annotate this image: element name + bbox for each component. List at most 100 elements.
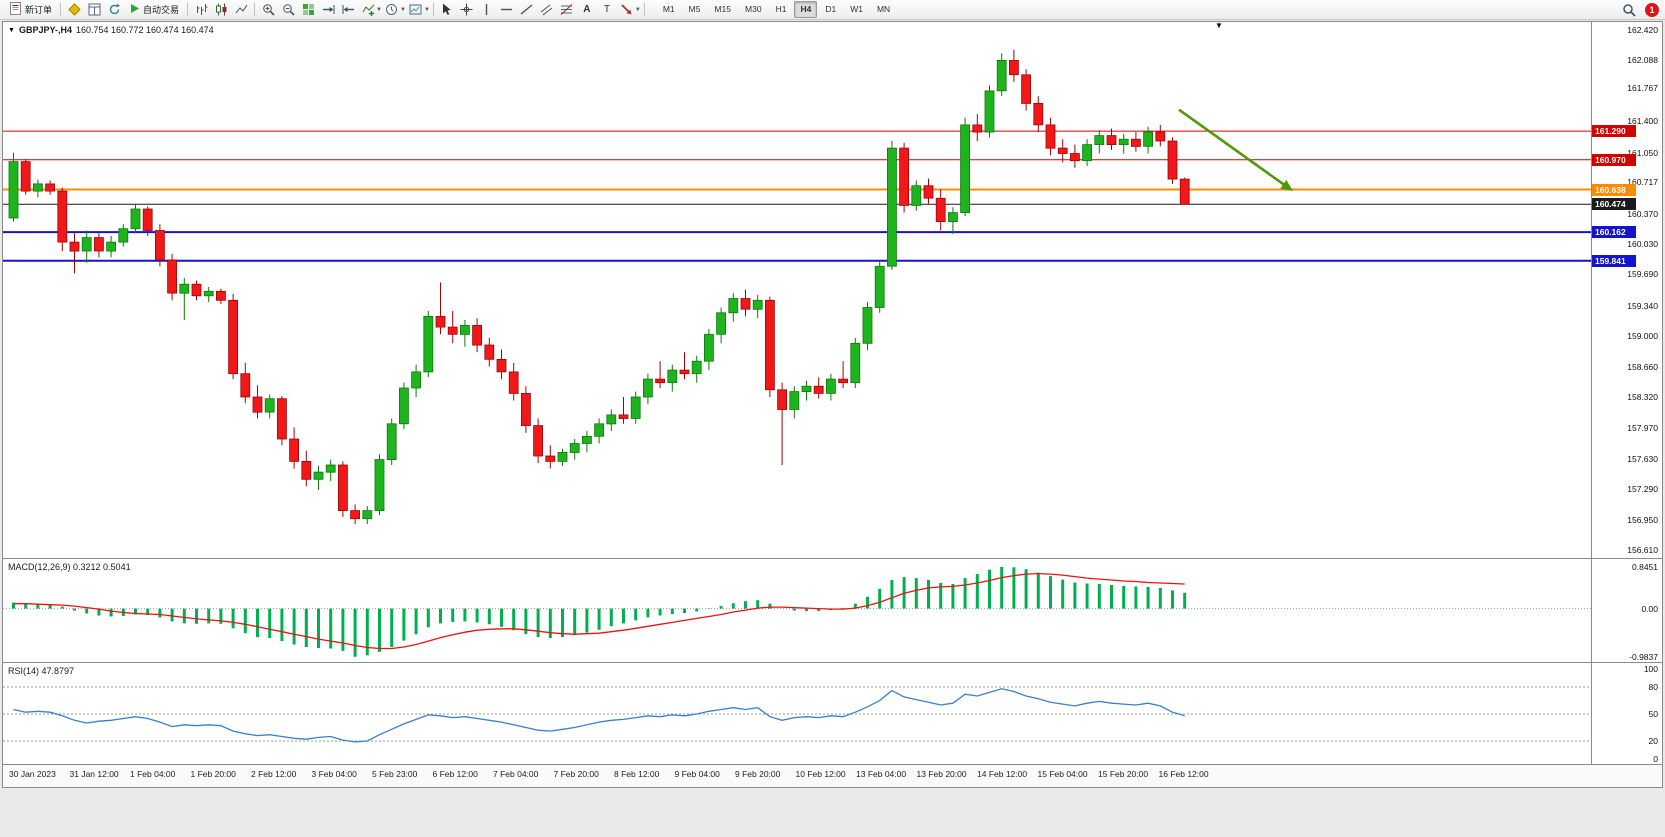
horizontal-line-tool-icon[interactable] xyxy=(497,0,517,19)
macd-tick-label: -0.9837 xyxy=(1629,652,1658,662)
rsi-plot[interactable] xyxy=(3,663,1591,764)
timeframe-w1[interactable]: W1 xyxy=(850,4,863,14)
time-tick-label: 31 Jan 12:00 xyxy=(69,769,119,779)
time-tick-label: 1 Feb 04:00 xyxy=(130,769,176,779)
time-tick-label: 13 Feb 04:00 xyxy=(856,769,907,779)
toolbar-separator xyxy=(60,3,62,16)
navigator-icon[interactable] xyxy=(104,0,124,19)
timeframe-h4[interactable]: H4 xyxy=(794,1,818,18)
rsi-tick-label: 0 xyxy=(1653,754,1658,764)
chart-shift-icon[interactable] xyxy=(338,0,358,19)
indicators-icon[interactable] xyxy=(358,0,378,19)
tile-windows-icon[interactable] xyxy=(298,0,318,19)
time-tick-label: 15 Feb 04:00 xyxy=(1037,769,1088,779)
chart-menu-toggle-icon[interactable]: ▼ xyxy=(8,26,15,34)
label-tool-icon[interactable]: T xyxy=(603,4,610,15)
timeframe-m1[interactable]: M1 xyxy=(662,4,675,14)
zoom-out-icon[interactable] xyxy=(278,0,298,19)
toolbar-separator xyxy=(187,3,189,16)
autotrading-play-icon xyxy=(129,3,140,16)
arrows-dropdown-caret[interactable]: ▼ xyxy=(634,6,641,13)
zoom-in-icon[interactable] xyxy=(258,0,278,19)
macd-label: MACD(12,26,9) 0.3212 0.5041 xyxy=(8,562,131,572)
price-level-badge: 160.162 xyxy=(1592,226,1636,239)
price-tick-label: 159.690 xyxy=(1627,269,1658,280)
price-tick-label: 160.717 xyxy=(1627,177,1658,188)
time-tick-label: 10 Feb 12:00 xyxy=(795,769,846,779)
time-tick-label: 16 Feb 12:00 xyxy=(1158,769,1209,779)
chart-window: ▼ GBPJPY-,H4 160.754 160.772 160.474 160… xyxy=(2,21,1663,788)
price-tick-label: 161.050 xyxy=(1627,147,1658,158)
macd-plot[interactable] xyxy=(3,559,1591,662)
macd-tick-label: 0.00 xyxy=(1641,603,1658,614)
fibonacci-tool-icon[interactable] xyxy=(557,0,577,19)
rsi-tick-label: 20 xyxy=(1648,736,1658,746)
timeframe-d1[interactable]: D1 xyxy=(825,4,837,14)
indicators-dropdown-caret[interactable]: ▼ xyxy=(376,6,382,13)
price-tick-label: 159.000 xyxy=(1627,331,1658,342)
timeframe-m5[interactable]: M5 xyxy=(688,4,701,14)
candlestick-plot[interactable] xyxy=(3,22,1591,558)
timeframe-m30[interactable]: M30 xyxy=(745,4,762,14)
price-axis[interactable]: 162.420 162.088 161.767 161.400 161.050 160.7… xyxy=(1591,22,1662,558)
price-tick-label: 160.370 xyxy=(1627,208,1658,219)
price-level-badge: 160.970 xyxy=(1592,153,1636,166)
cursor-tool-icon[interactable] xyxy=(437,0,457,19)
templates-icon[interactable] xyxy=(406,0,426,19)
price-tick-label: 156.610 xyxy=(1627,545,1658,555)
time-tick-label: 6 Feb 12:00 xyxy=(432,769,478,779)
rsi-tick-label: 80 xyxy=(1648,682,1658,692)
periods-dropdown-caret[interactable]: ▼ xyxy=(399,6,406,13)
templates-dropdown-caret[interactable]: ▼ xyxy=(423,6,430,13)
price-tick-label: 158.320 xyxy=(1627,392,1658,402)
chart-shift-marker-icon[interactable]: ▼ xyxy=(1215,21,1223,30)
time-axis[interactable]: 30 Jan 2023 31 Jan 12:00 1 Feb 04:00 1 Feb … xyxy=(3,764,1662,787)
bar-chart-icon[interactable] xyxy=(191,0,211,19)
toolbar-separator xyxy=(254,3,256,16)
rsi-axis[interactable]: 100 80 50 20 0 xyxy=(1591,663,1662,764)
time-tick-label: 14 Feb 12:00 xyxy=(977,769,1028,779)
line-chart-icon[interactable] xyxy=(231,0,251,19)
macd-axis[interactable]: 0.8451 0.00 -0.9837 xyxy=(1591,559,1662,662)
timeframe-m15[interactable]: M15 xyxy=(714,4,732,14)
rsi-tick-label: 50 xyxy=(1648,709,1658,719)
crosshair-tool-icon[interactable] xyxy=(457,0,477,19)
vertical-line-tool-icon[interactable] xyxy=(477,0,497,19)
price-tick-label: 157.290 xyxy=(1627,484,1658,495)
rsi-label: RSI(14) 47.8797 xyxy=(8,666,75,676)
arrows-tool-icon[interactable] xyxy=(617,0,637,19)
periods-clock-icon[interactable] xyxy=(382,0,402,19)
price-panel: ▼ GBPJPY-,H4 160.754 160.772 160.474 160… xyxy=(3,21,1662,558)
macd-panel: MACD(12,26,9) 0.3212 0.5041 0.8451 0.00 -0… xyxy=(3,558,1662,662)
auto-scroll-icon[interactable] xyxy=(318,0,338,19)
search-icon[interactable] xyxy=(1619,0,1639,19)
candlestick-chart-icon[interactable] xyxy=(211,0,231,19)
market-watch-icon[interactable] xyxy=(64,0,84,19)
autotrading-label: 自动交易 xyxy=(143,5,180,15)
channel-tool-icon[interactable] xyxy=(537,0,557,19)
chart-symbol-period: GBPJPY-,H4 xyxy=(18,25,72,35)
data-window-icon[interactable] xyxy=(84,0,104,19)
time-tick-label: 13 Feb 20:00 xyxy=(916,769,967,779)
timeframe-mn[interactable]: MN xyxy=(876,4,891,14)
new-order-button[interactable]: 新订单 xyxy=(4,0,57,19)
price-tick-label: 161.767 xyxy=(1627,83,1658,94)
toolbar-separator xyxy=(432,3,434,16)
price-tick-label: 162.420 xyxy=(1627,25,1658,35)
timeframe-h1[interactable]: H1 xyxy=(775,4,787,14)
price-tick-label: 161.400 xyxy=(1627,116,1658,127)
price-tick-label: 156.950 xyxy=(1627,514,1658,525)
price-level-badge: 159.841 xyxy=(1592,254,1636,267)
notification-badge[interactable]: 1 xyxy=(1645,2,1659,17)
price-tick-label: 162.088 xyxy=(1627,54,1658,65)
text-tool-icon[interactable]: A xyxy=(583,4,591,15)
time-tick-label: 7 Feb 04:00 xyxy=(493,769,539,779)
trendline-tool-icon[interactable] xyxy=(517,0,537,19)
rsi-tick-label: 100 xyxy=(1643,664,1658,674)
time-tick-label: 30 Jan 2023 xyxy=(9,769,56,779)
price-tick-label: 157.970 xyxy=(1627,423,1658,434)
autotrading-button[interactable]: 自动交易 xyxy=(124,0,184,19)
time-tick-label: 9 Feb 04:00 xyxy=(674,769,720,779)
price-tick-label: 157.630 xyxy=(1627,453,1658,464)
rsi-panel: RSI(14) 47.8797 100 80 50 20 0 xyxy=(3,662,1662,764)
